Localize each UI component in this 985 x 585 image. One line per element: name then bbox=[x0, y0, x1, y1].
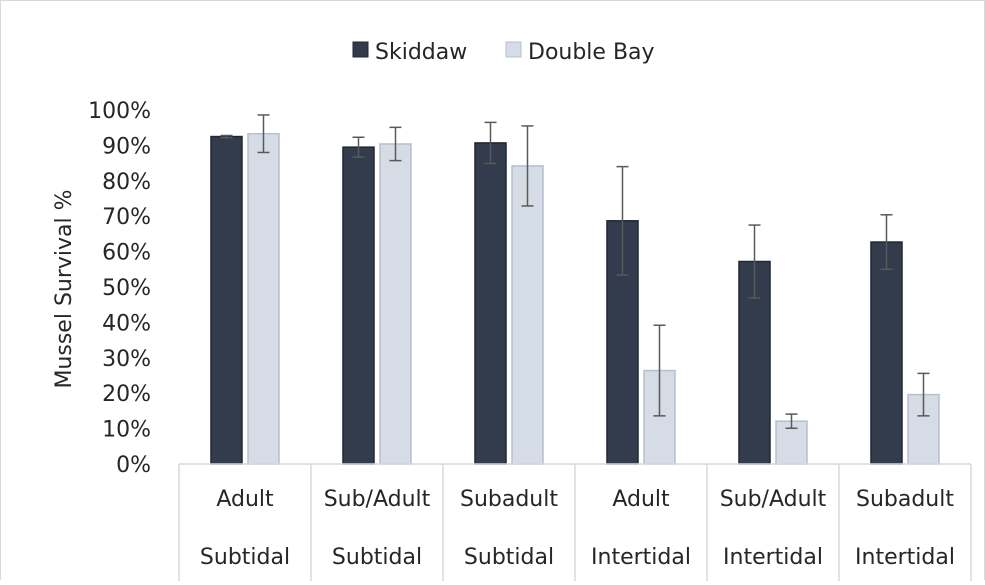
x-tick-label-group: Subadult bbox=[460, 487, 558, 512]
y-tick-label: 90% bbox=[102, 134, 151, 159]
x-tick-label-group: Sub/Adult bbox=[324, 487, 431, 512]
legend: Skiddaw Double Bay bbox=[352, 40, 655, 65]
bars bbox=[210, 132, 940, 465]
y-tick-label: 60% bbox=[102, 241, 151, 266]
x-tick-label-zone: Intertidal bbox=[591, 545, 691, 570]
y-tick-label: 50% bbox=[102, 276, 151, 301]
bar-skiddaw bbox=[474, 142, 507, 465]
x-tick-label-group: Subadult bbox=[856, 487, 954, 512]
category-axis: Adult Subtidal Sub/Adult Subtidal Subadult Su… bbox=[178, 463, 972, 581]
x-tick-label-zone: Subtidal bbox=[332, 545, 422, 570]
y-tick-label: 40% bbox=[102, 311, 151, 336]
x-tick-label-zone: Subtidal bbox=[464, 545, 554, 570]
x-tick-label-group: Adult bbox=[612, 487, 670, 512]
y-tick-label: 10% bbox=[102, 418, 151, 443]
y-tick-label: 30% bbox=[102, 347, 151, 372]
y-tick-label: 80% bbox=[102, 170, 151, 195]
bar-skiddaw bbox=[342, 146, 375, 465]
x-tick-label-zone: Subtidal bbox=[200, 545, 290, 570]
y-axis-label: Mussel Survival % bbox=[52, 189, 77, 388]
bar-skiddaw bbox=[870, 241, 903, 465]
x-tick-label-zone: Intertidal bbox=[723, 545, 823, 570]
y-tick-label: 20% bbox=[102, 382, 151, 407]
bar-double-bay bbox=[247, 132, 280, 465]
bar-skiddaw bbox=[210, 135, 243, 465]
legend-label-double-bay: Double Bay bbox=[528, 40, 655, 65]
legend-swatch-double-bay bbox=[505, 41, 522, 58]
x-tick-label-zone: Intertidal bbox=[855, 545, 955, 570]
bar-double-bay bbox=[775, 420, 808, 465]
bar-double-bay bbox=[379, 143, 412, 465]
y-tick-label: 100% bbox=[88, 99, 151, 124]
y-tick-label: 0% bbox=[116, 453, 151, 478]
y-tick-label: 70% bbox=[102, 205, 151, 230]
bar-double-bay bbox=[511, 165, 544, 465]
legend-label-skiddaw: Skiddaw bbox=[375, 40, 467, 65]
x-tick-label-group: Sub/Adult bbox=[720, 487, 827, 512]
y-axis-ticks: 0% 10% 20% 30% 40% 50% 60% 70% 80% 90% 100% bbox=[88, 99, 151, 478]
legend-swatch-skiddaw bbox=[352, 41, 369, 58]
x-tick-label-group: Adult bbox=[216, 487, 274, 512]
error-bars bbox=[220, 114, 930, 429]
